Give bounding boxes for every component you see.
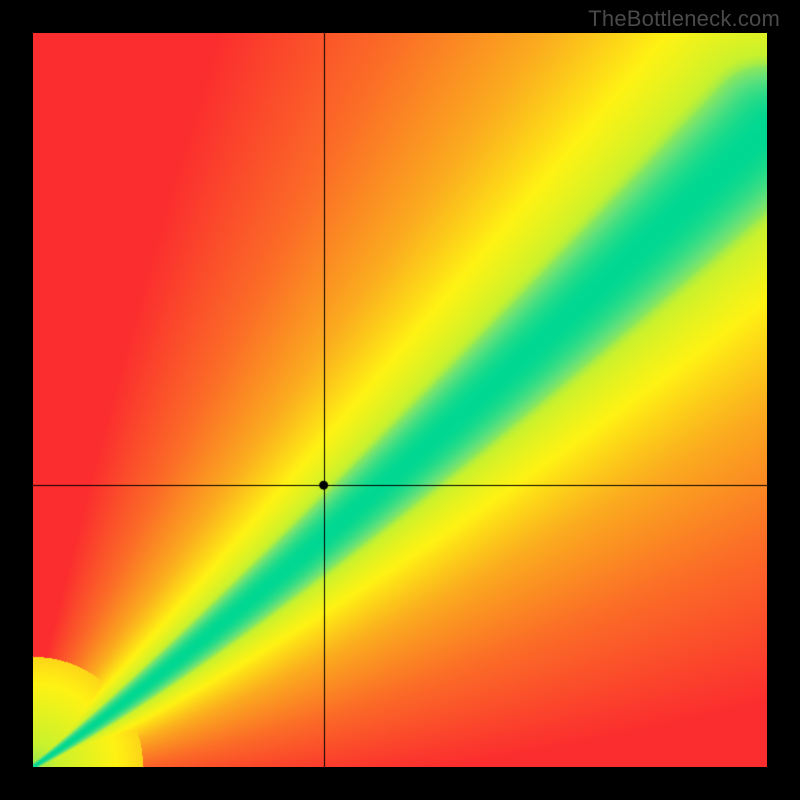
watermark-text: TheBottleneck.com (588, 6, 780, 32)
chart-container: TheBottleneck.com (0, 0, 800, 800)
heatmap-canvas (33, 33, 767, 767)
heatmap-canvas-holder (33, 33, 767, 767)
